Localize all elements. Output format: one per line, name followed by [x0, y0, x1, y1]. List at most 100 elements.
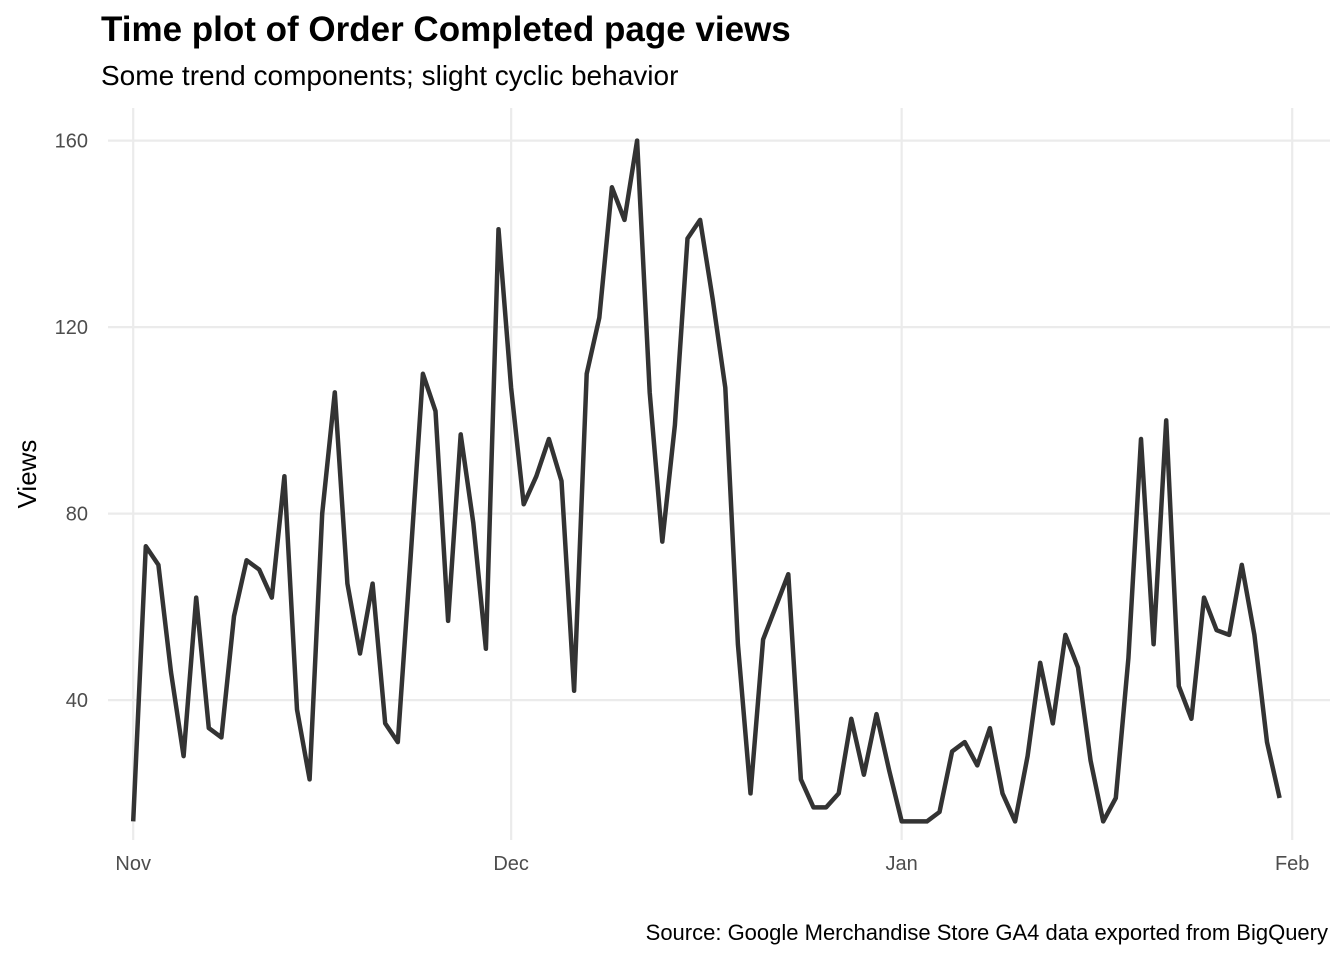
data-point: [509, 385, 514, 390]
data-point: [748, 791, 753, 796]
data-point: [1176, 684, 1181, 689]
grid-lines: [108, 108, 1330, 840]
data-point: [1126, 656, 1131, 661]
data-point: [534, 474, 539, 479]
data-point: [332, 390, 337, 395]
data-point: [672, 423, 677, 428]
data-point: [1277, 796, 1282, 801]
data-point: [798, 777, 803, 782]
data-point: [521, 502, 526, 507]
data-point: [685, 236, 690, 241]
data-point: [912, 819, 917, 824]
series-line: [130, 138, 1282, 824]
data-point: [723, 385, 728, 390]
data-point: [395, 740, 400, 745]
data-point: [181, 754, 186, 759]
data-point: [836, 791, 841, 796]
chart-caption: Source: Google Merchandise Store GA4 dat…: [645, 920, 1328, 945]
data-point: [483, 646, 488, 651]
data-point: [320, 511, 325, 516]
data-point: [1139, 437, 1144, 442]
data-point: [937, 810, 942, 815]
chart-title: Time plot of Order Completed page views: [101, 10, 791, 49]
data-point: [1063, 632, 1068, 637]
data-point: [496, 227, 501, 232]
data-point: [698, 217, 703, 222]
data-point: [1265, 740, 1270, 745]
data-point: [975, 763, 980, 768]
data-point: [471, 521, 476, 526]
data-point: [609, 185, 614, 190]
x-tick-label: Jan: [886, 853, 918, 875]
data-point: [735, 642, 740, 647]
data-point: [219, 735, 224, 740]
data-point: [824, 805, 829, 810]
y-tick-label: 80: [66, 504, 88, 526]
data-point: [169, 670, 174, 675]
x-tick-label: Nov: [115, 853, 151, 875]
x-axis-ticks: Nov Dec Jan Feb: [115, 853, 1309, 875]
data-point: [1038, 660, 1043, 665]
data-point: [370, 581, 375, 586]
x-tick-label: Feb: [1275, 853, 1309, 875]
data-point: [761, 637, 766, 642]
data-point: [861, 772, 866, 777]
data-point: [887, 768, 892, 773]
data-point: [433, 409, 438, 414]
data-point: [1101, 819, 1106, 824]
data-point: [1088, 758, 1093, 763]
data-point: [874, 712, 879, 717]
data-point: [1214, 628, 1219, 633]
data-point: [1239, 562, 1244, 567]
y-axis-title: Views: [12, 440, 42, 509]
data-point: [622, 217, 627, 222]
data-point: [232, 614, 237, 619]
data-point: [647, 390, 652, 395]
chart-subtitle: Some trend components; slight cyclic beh…: [101, 60, 679, 91]
data-point: [950, 749, 955, 754]
data-point: [597, 315, 602, 320]
data-point: [849, 716, 854, 721]
data-point: [546, 437, 551, 442]
data-point: [143, 544, 148, 549]
data-point: [282, 474, 287, 479]
x-tick-label: Dec: [493, 853, 529, 875]
data-point: [269, 595, 274, 600]
data-point: [156, 562, 161, 567]
data-point: [811, 805, 816, 810]
data-point: [1189, 716, 1194, 721]
data-point: [773, 604, 778, 609]
data-point: [244, 558, 249, 563]
data-point: [307, 777, 312, 782]
data-point: [1202, 595, 1207, 600]
data-point: [1076, 665, 1081, 670]
data-point: [559, 479, 564, 484]
data-point: [710, 297, 715, 302]
data-point: [962, 740, 967, 745]
data-point: [1252, 632, 1257, 637]
data-point: [635, 138, 640, 143]
data-point: [408, 558, 413, 563]
data-point: [458, 432, 463, 437]
data-point: [446, 618, 451, 623]
data-point: [206, 726, 211, 731]
y-tick-label: 160: [55, 131, 88, 153]
data-point: [420, 371, 425, 376]
data-point: [987, 726, 992, 731]
data-point: [1164, 418, 1169, 423]
data-point: [1151, 642, 1156, 647]
data-point: [899, 819, 904, 824]
data-point: [358, 651, 363, 656]
data-point: [383, 721, 388, 726]
data-point: [924, 819, 929, 824]
data-point: [1050, 721, 1055, 726]
data-point: [1013, 819, 1018, 824]
data-point: [786, 572, 791, 577]
data-point: [1113, 796, 1118, 801]
data-point: [1025, 754, 1030, 759]
data-point: [1227, 632, 1232, 637]
data-point: [572, 688, 577, 693]
data-point: [1000, 791, 1005, 796]
data-point: [660, 539, 665, 544]
